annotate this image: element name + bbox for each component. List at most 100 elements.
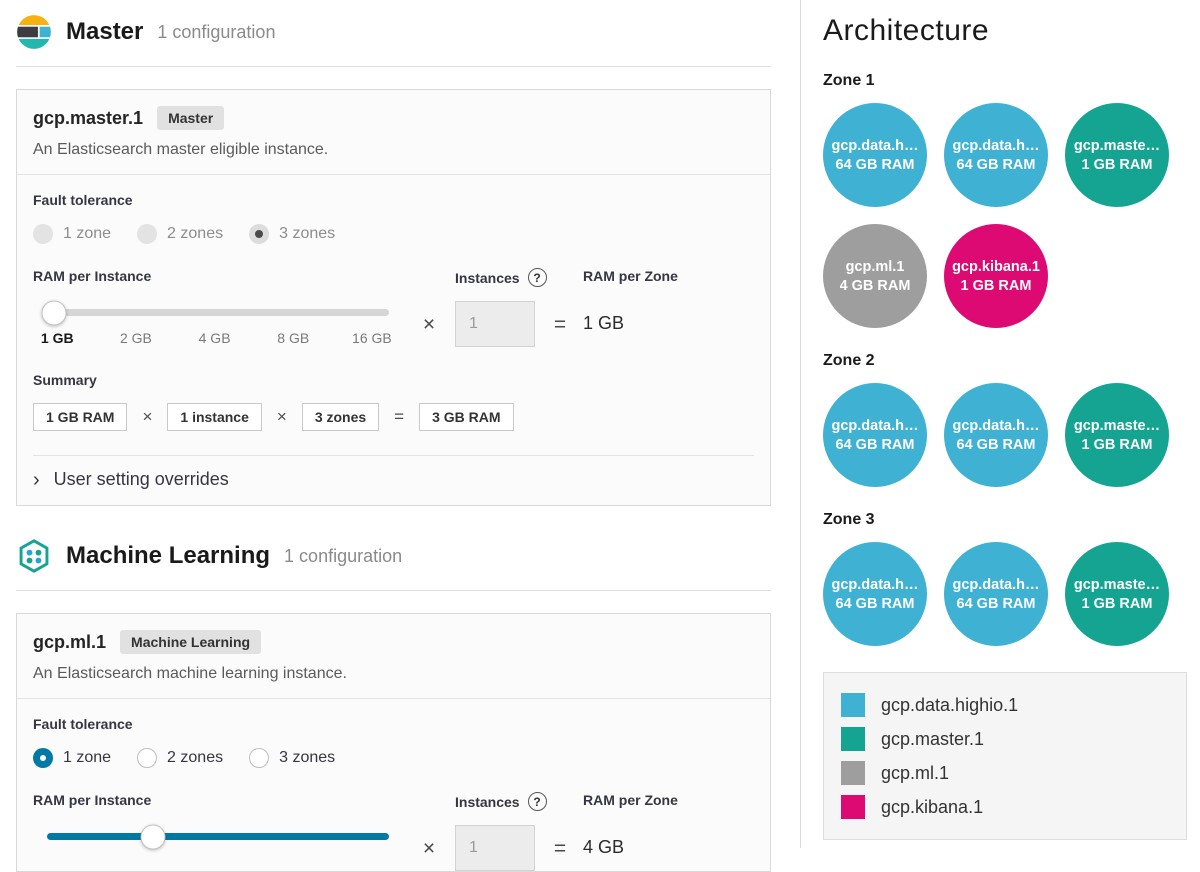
architecture-panel: Architecture Zone 1 gcp.data.h… 64 GB RAM g… <box>800 0 1200 848</box>
ram-slider[interactable] <box>41 300 389 325</box>
instance-circle: gcp.maste… 1 GB RAM <box>1065 542 1169 646</box>
zone-instances: gcp.data.h… 64 GB RAM gcp.data.h… 64 GB RAM… <box>823 383 1193 487</box>
zone: Zone 1 gcp.data.h… 64 GB RAM gcp.data.h… 64 … <box>823 72 1200 328</box>
instance-circle-name: gcp.maste… <box>1073 576 1161 593</box>
instance-description: An Elasticsearch master eligible instanc… <box>33 141 329 158</box>
instance-circle-name: gcp.data.h… <box>952 137 1040 154</box>
summary-instances-badge: 1 instance <box>167 403 262 431</box>
architecture-title: Architecture <box>823 14 990 47</box>
section-title: Machine Learning <box>66 542 271 569</box>
radio-3-zones[interactable]: 3 zones <box>249 748 335 768</box>
instances-label: Instances <box>455 269 520 286</box>
instance-type-badge: Machine Learning <box>120 630 262 654</box>
legend-label: gcp.kibana.1 <box>881 796 984 817</box>
section-divider <box>16 590 771 591</box>
configuration-column: Master 1 configuration gcp.master.1 Mast… <box>16 0 771 872</box>
instance-name: gcp.ml.1 <box>33 631 107 652</box>
summary-row: 1 GB RAM × 1 instance × 3 zones = 3 GB R… <box>33 403 754 431</box>
zone-instances: gcp.data.h… 64 GB RAM gcp.data.h… 64 GB RAM… <box>823 103 1193 328</box>
instance-circle: gcp.data.h… 64 GB RAM <box>944 383 1048 487</box>
instance-circle-name: gcp.data.h… <box>831 137 919 154</box>
user-setting-overrides-toggle[interactable]: › User setting overrides <box>33 455 754 505</box>
instance-circle-ram: 1 GB RAM <box>1081 595 1153 612</box>
legend-item: gcp.ml.1 <box>841 756 1169 790</box>
radio-icon[interactable] <box>249 748 270 768</box>
instance-circle-name: gcp.kibana.1 <box>952 258 1040 275</box>
instance-circle-ram: 1 GB RAM <box>1081 436 1153 453</box>
ram-slider-handle[interactable] <box>41 300 67 325</box>
instance-circle-ram: 1 GB RAM <box>1081 156 1153 173</box>
instance-circle-ram: 64 GB RAM <box>956 595 1036 612</box>
help-icon[interactable]: ? <box>527 268 547 287</box>
instances-input[interactable] <box>455 825 535 871</box>
fault-tolerance-radio-group: 1 zone 2 zones 3 zones <box>33 748 754 768</box>
legend-item: gcp.data.highio.1 <box>841 688 1169 722</box>
ram-per-zone-label: RAM per Zone <box>583 268 678 284</box>
instance-circle: gcp.maste… 1 GB RAM <box>1065 103 1169 207</box>
legend-swatch <box>841 693 865 717</box>
instance-circle: gcp.ml.1 4 GB RAM <box>823 224 927 328</box>
radio-1-zone[interactable]: 1 zone <box>33 748 111 768</box>
instance-circle: gcp.data.h… 64 GB RAM <box>823 542 927 646</box>
legend-swatch <box>841 727 865 751</box>
instances-label: Instances <box>455 793 520 810</box>
equals-operator: = <box>553 837 567 860</box>
instance-circle-name: gcp.data.h… <box>952 417 1040 434</box>
instance-circle-name: gcp.ml.1 <box>845 258 905 275</box>
card-header: gcp.master.1 Master An Elasticsearch mas… <box>17 90 770 175</box>
zones-container: Zone 1 gcp.data.h… 64 GB RAM gcp.data.h… 64 … <box>823 72 1200 646</box>
instance-circle-name: gcp.maste… <box>1073 417 1161 434</box>
radio-1-zone: 1 zone <box>33 224 111 244</box>
chevron-right-icon: › <box>33 468 40 491</box>
ram-per-instance-label: RAM per Instance <box>33 268 152 284</box>
ram-slider-handle[interactable] <box>140 824 166 849</box>
section-config-count: 1 configuration <box>284 545 403 566</box>
ram-slider-ticks: 1 GB 2 GB 4 GB 8 GB 16 GB <box>40 330 392 346</box>
radio-2-zones: 2 zones <box>137 224 223 244</box>
zone-instances: gcp.data.h… 64 GB RAM gcp.data.h… 64 GB RAM… <box>823 542 1193 646</box>
summary-ram-badge: 1 GB RAM <box>33 403 128 431</box>
instance-circle-ram: 64 GB RAM <box>835 436 915 453</box>
ram-per-zone-label: RAM per Zone <box>583 792 678 808</box>
ml-section-header: Machine Learning 1 configuration <box>16 524 771 574</box>
radio-selected-icon[interactable] <box>33 748 53 768</box>
summary-zones-badge: 3 zones <box>301 403 380 431</box>
ram-per-instance-label: RAM per Instance <box>33 792 152 808</box>
fault-tolerance-label: Fault tolerance <box>33 192 133 208</box>
legend-label: gcp.ml.1 <box>881 762 950 783</box>
zone: Zone 2 gcp.data.h… 64 GB RAM gcp.data.h… 64 … <box>823 352 1200 487</box>
instance-name: gcp.master.1 <box>33 107 144 128</box>
instance-circle-ram: 1 GB RAM <box>960 277 1032 294</box>
radio-2-zones[interactable]: 2 zones <box>137 748 223 768</box>
card-header: gcp.ml.1 Machine Learning An Elasticsear… <box>17 614 770 699</box>
ram-slider[interactable] <box>47 824 389 849</box>
fault-tolerance-label: Fault tolerance <box>33 716 133 732</box>
instance-circle: gcp.maste… 1 GB RAM <box>1065 383 1169 487</box>
architecture-legend: gcp.data.highio.1 gcp.master.1 gcp.ml.1 gcp… <box>823 672 1187 840</box>
times-operator: × <box>276 407 287 426</box>
fault-tolerance-radio-group: 1 zone 2 zones 3 zones <box>33 224 754 244</box>
instance-circle: gcp.data.h… 64 GB RAM <box>944 103 1048 207</box>
radio-icon <box>33 224 53 244</box>
instance-circle: gcp.data.h… 64 GB RAM <box>944 542 1048 646</box>
elasticsearch-logo-icon <box>17 15 51 49</box>
master-section-header: Master 1 configuration <box>16 0 771 50</box>
instance-circle: gcp.data.h… 64 GB RAM <box>823 103 927 207</box>
master-instance-card: gcp.master.1 Master An Elasticsearch mas… <box>16 89 771 506</box>
instance-circle: gcp.kibana.1 1 GB RAM <box>944 224 1048 328</box>
instance-circle: gcp.data.h… 64 GB RAM <box>823 383 927 487</box>
summary-label: Summary <box>33 372 97 388</box>
section-divider <box>16 66 771 67</box>
radio-icon[interactable] <box>137 748 158 768</box>
zone: Zone 3 gcp.data.h… 64 GB RAM gcp.data.h… 64 … <box>823 511 1200 646</box>
instance-type-badge: Master <box>157 106 225 130</box>
instance-description: An Elasticsearch machine learning instan… <box>33 665 347 682</box>
instance-circle-ram: 64 GB RAM <box>835 595 915 612</box>
zone-label: Zone 3 <box>823 511 875 528</box>
radio-3-zones: 3 zones <box>249 224 335 244</box>
ml-instance-card: gcp.ml.1 Machine Learning An Elasticsear… <box>16 613 771 872</box>
instances-input[interactable] <box>455 301 535 347</box>
legend-label: gcp.master.1 <box>881 728 985 749</box>
help-icon[interactable]: ? <box>527 792 547 811</box>
zone-label: Zone 2 <box>823 352 875 369</box>
